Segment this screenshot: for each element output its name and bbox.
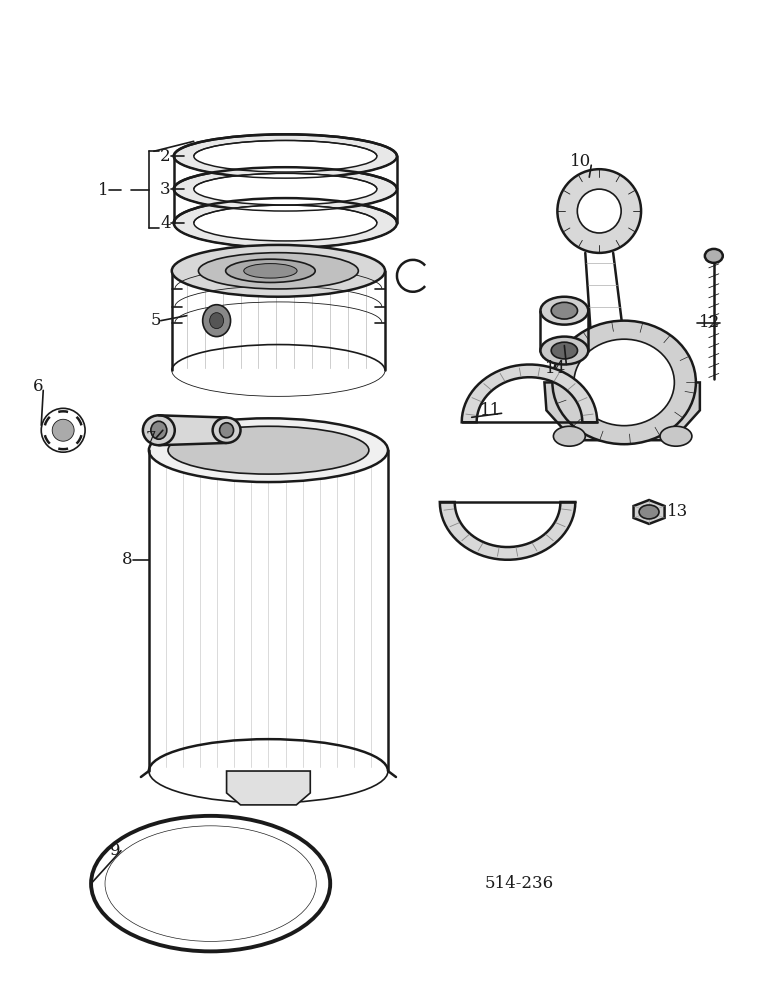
Ellipse shape [212, 418, 241, 443]
Ellipse shape [203, 305, 231, 337]
Ellipse shape [194, 140, 377, 172]
Ellipse shape [52, 419, 74, 441]
Ellipse shape [198, 253, 358, 289]
Text: 10: 10 [570, 153, 591, 170]
Text: 12: 12 [699, 314, 720, 331]
Text: 13: 13 [667, 503, 688, 520]
Text: 6: 6 [32, 378, 43, 395]
Text: 14: 14 [545, 360, 567, 377]
Ellipse shape [551, 302, 577, 319]
Text: 11: 11 [480, 402, 502, 419]
Ellipse shape [639, 505, 659, 519]
Ellipse shape [557, 169, 641, 253]
Ellipse shape [574, 339, 675, 426]
Ellipse shape [219, 423, 234, 438]
Polygon shape [226, 771, 310, 805]
Polygon shape [440, 502, 575, 560]
Ellipse shape [174, 198, 397, 248]
Text: 5: 5 [151, 312, 161, 329]
Text: 514-236: 514-236 [485, 875, 554, 892]
Polygon shape [462, 365, 598, 422]
Ellipse shape [540, 337, 588, 364]
Ellipse shape [705, 249, 723, 263]
Ellipse shape [194, 173, 377, 205]
Text: 7: 7 [145, 430, 156, 447]
Ellipse shape [554, 426, 585, 446]
Ellipse shape [168, 426, 369, 474]
Ellipse shape [143, 415, 174, 445]
Ellipse shape [194, 205, 377, 241]
Ellipse shape [660, 426, 692, 446]
Ellipse shape [105, 826, 317, 941]
Ellipse shape [149, 418, 388, 482]
Text: 8: 8 [122, 551, 133, 568]
Ellipse shape [174, 134, 397, 178]
Ellipse shape [172, 245, 385, 297]
Ellipse shape [225, 259, 315, 282]
Ellipse shape [577, 189, 621, 233]
Ellipse shape [210, 313, 224, 329]
Polygon shape [634, 500, 665, 524]
Ellipse shape [244, 264, 297, 278]
Ellipse shape [151, 421, 167, 439]
Ellipse shape [553, 321, 696, 444]
Ellipse shape [41, 408, 85, 452]
Text: 3: 3 [160, 181, 171, 198]
Ellipse shape [540, 297, 588, 325]
Text: 1: 1 [98, 182, 109, 199]
Text: 9: 9 [110, 842, 121, 859]
Ellipse shape [551, 342, 577, 359]
Text: 4: 4 [160, 215, 171, 232]
Polygon shape [159, 415, 226, 445]
Polygon shape [544, 382, 700, 440]
Ellipse shape [174, 167, 397, 211]
Text: 2: 2 [160, 148, 171, 165]
